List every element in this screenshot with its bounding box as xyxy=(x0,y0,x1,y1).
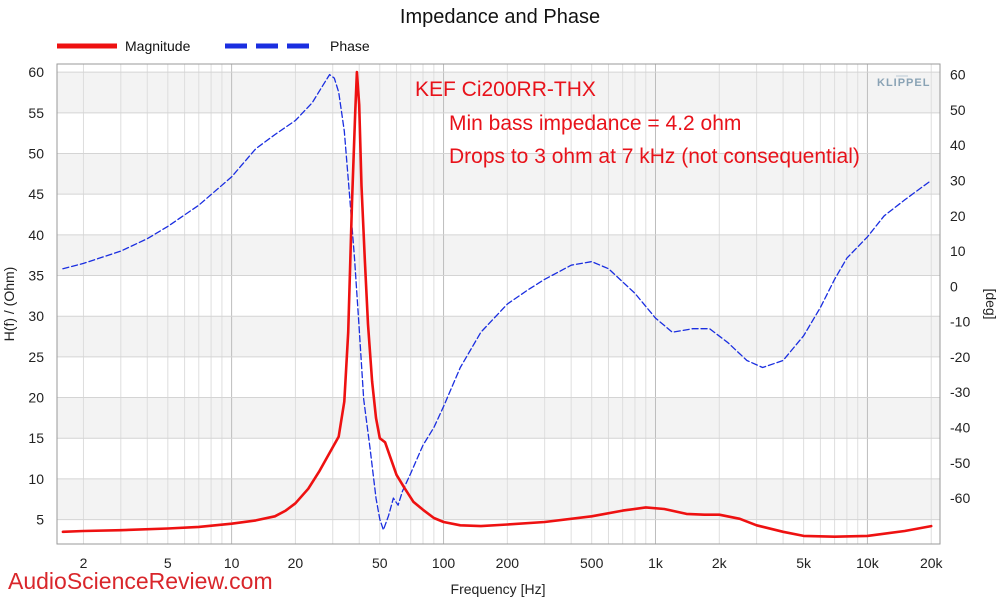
y-left-tick-label: 20 xyxy=(28,390,44,406)
x-axis-title: Frequency [Hz] xyxy=(451,581,546,597)
klippel-logo-text: KLIPPEL xyxy=(877,77,930,89)
annotation-min-impedance: Min bass impedance = 4.2 ohm xyxy=(449,112,741,135)
y-left-axis-title: H(f) / (Ohm) xyxy=(1,267,17,342)
y-left-tick-label: 40 xyxy=(28,227,44,243)
y-right-tick-label: 40 xyxy=(950,137,966,153)
plot-area xyxy=(57,64,940,544)
y-left-tick-label: 35 xyxy=(28,268,44,284)
x-tick-label: 5 xyxy=(164,555,172,571)
y-right-tick-label: 0 xyxy=(950,278,958,294)
plot-frame xyxy=(56,63,941,545)
y-left-tick-label: 30 xyxy=(28,308,44,324)
x-tick-label: 10k xyxy=(856,555,880,571)
plot-bands xyxy=(57,72,940,520)
y-right-tick-label: -10 xyxy=(950,314,970,330)
y-left-tick-label: 10 xyxy=(28,471,44,487)
x-tick-label: 10 xyxy=(224,555,240,571)
y-left-tick-label: 25 xyxy=(28,349,44,365)
plot-band xyxy=(57,478,940,520)
y-left-tick-labels: 5 10 15 20 25 30 35 40 45 50 55 60 xyxy=(28,64,44,527)
y-left-tick-label: 60 xyxy=(28,64,44,80)
series-line-phase xyxy=(62,73,932,531)
y-left-tick-label: 50 xyxy=(28,145,44,161)
plot-band xyxy=(57,153,940,195)
x-tick-labels: 2 5 10 20 50 100 200 500 1k 2k 5k 10k 20k xyxy=(80,555,944,571)
plot-band xyxy=(57,234,940,276)
plot-band xyxy=(57,316,940,357)
y-right-tick-label: -60 xyxy=(950,490,970,506)
y-right-axis-title: [deg] xyxy=(983,288,999,319)
x-tick-label: 100 xyxy=(432,555,456,571)
x-tick-label: 20k xyxy=(920,555,944,571)
y-right-tick-label: 20 xyxy=(950,208,966,224)
x-tick-label: 1k xyxy=(648,555,664,571)
y-right-tick-label: -30 xyxy=(950,384,970,400)
annotation-drop: Drops to 3 ohm at 7 kHz (not consequenti… xyxy=(449,145,860,168)
y-left-tick-label: 5 xyxy=(36,512,44,528)
plot-band xyxy=(57,397,940,439)
grid-lines xyxy=(57,64,940,544)
x-tick-label: 50 xyxy=(372,555,388,571)
x-tick-label: 2 xyxy=(80,555,88,571)
y-right-tick-label: 50 xyxy=(950,102,966,118)
y-left-tick-label: 15 xyxy=(28,430,44,446)
series-line-magnitude xyxy=(61,70,933,538)
series-layer xyxy=(61,70,933,538)
plot-band xyxy=(57,72,940,113)
y-right-tick-label: 60 xyxy=(950,67,966,83)
x-tick-label: 2k xyxy=(712,555,728,571)
y-right-tick-label: -20 xyxy=(950,349,970,365)
x-tick-label: 200 xyxy=(496,555,520,571)
legend-magnitude-label: Magnitude xyxy=(125,38,191,54)
x-tick-label: 500 xyxy=(580,555,604,571)
annotation-model: KEF Ci200RR-THX xyxy=(415,78,596,101)
y-right-tick-label: -50 xyxy=(950,455,970,471)
chart-title: Impedance and Phase xyxy=(400,6,600,28)
y-right-tick-labels: -60 -50 -40 -30 -20 -10 0 10 20 30 40 50 60 xyxy=(950,67,970,507)
y-left-tick-label: 55 xyxy=(28,105,44,121)
legend: Magnitude Phase xyxy=(57,38,370,54)
x-tick-label: 20 xyxy=(288,555,304,571)
y-right-tick-label: 10 xyxy=(950,243,966,259)
klippel-logo: KLIPPEL xyxy=(877,75,930,89)
x-tick-label: 5k xyxy=(796,555,812,571)
y-right-tick-label: 30 xyxy=(950,172,966,188)
y-right-tick-label: -40 xyxy=(950,420,970,436)
y-left-tick-label: 45 xyxy=(28,186,44,202)
watermark: AudioScienceReview.com xyxy=(8,568,273,594)
legend-phase-label: Phase xyxy=(330,38,370,54)
